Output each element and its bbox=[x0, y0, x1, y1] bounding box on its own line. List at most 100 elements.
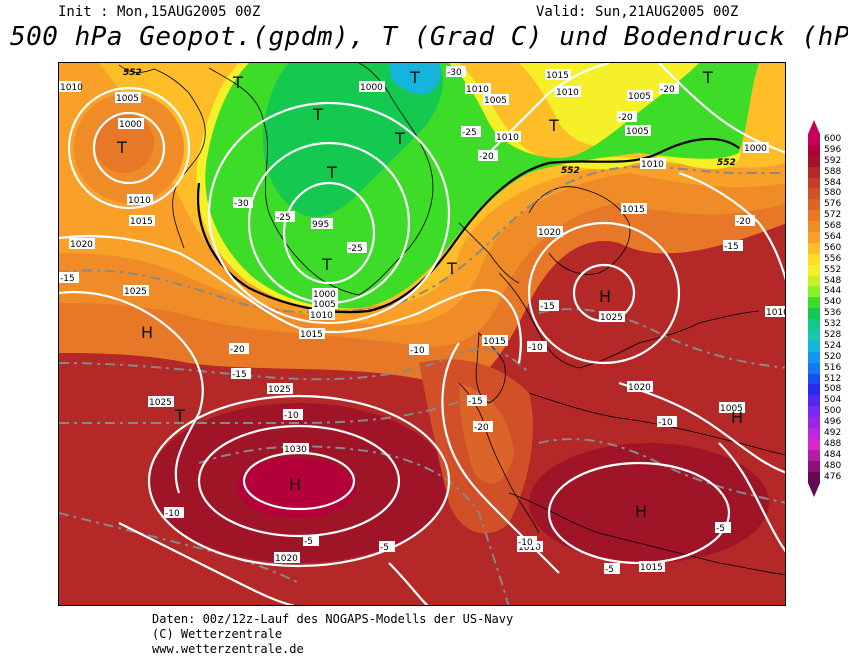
legend-value: 476 bbox=[824, 471, 842, 482]
legend-row: 496 bbox=[808, 417, 848, 429]
legend-row: 600 bbox=[808, 134, 848, 145]
pressure-label-text: 1000 bbox=[744, 144, 767, 154]
pressure-label-text: 1010 bbox=[641, 160, 664, 170]
pressure-label-text: 1010 bbox=[496, 133, 519, 143]
pressure-label: 1025 bbox=[267, 383, 293, 395]
pressure-label: 1000 bbox=[743, 142, 769, 154]
temperature-label-text: -25 bbox=[276, 213, 291, 223]
temperature-label-text: -15 bbox=[468, 397, 483, 407]
pressure-label: 1015 bbox=[621, 203, 647, 215]
legend-swatch bbox=[808, 471, 820, 483]
legend-swatch bbox=[808, 340, 820, 352]
low-symbol: T bbox=[446, 259, 457, 278]
legend-row: 544 bbox=[808, 286, 848, 298]
pressure-label-text: 1025 bbox=[600, 313, 623, 323]
valid-time: Valid: Sun,21AUG2005 00Z bbox=[536, 4, 739, 20]
temperature-label-text: -20 bbox=[660, 85, 675, 95]
footer-website[interactable]: www.wetterzentrale.de bbox=[152, 642, 304, 656]
coast-greenland-west bbox=[118, 64, 206, 249]
legend-swatch bbox=[808, 221, 820, 233]
pressure-label: 1020 bbox=[627, 381, 653, 393]
pressure-label: 1005 bbox=[312, 298, 338, 310]
legend-row: 476 bbox=[808, 471, 848, 483]
legend-swatch bbox=[808, 253, 820, 265]
legend-value: 528 bbox=[824, 330, 842, 341]
legend-swatch bbox=[808, 319, 820, 331]
pressure-label-text: 1020 bbox=[538, 228, 561, 238]
footer-data-source: Daten: 00z/12z-Lauf des NOGAPS-Modells d… bbox=[152, 612, 514, 626]
pressure-label: 1000 bbox=[359, 81, 385, 93]
temperature-label: -15 bbox=[539, 300, 559, 312]
temperature-label: -20 bbox=[478, 150, 498, 162]
legend-swatch bbox=[808, 166, 820, 178]
legend-row: 572 bbox=[808, 210, 848, 222]
legend-row: 596 bbox=[808, 144, 848, 156]
legend-value: 488 bbox=[824, 438, 842, 449]
temperature-label: -25 bbox=[275, 211, 295, 223]
legend-value: 588 bbox=[824, 166, 842, 177]
legend-swatch bbox=[808, 264, 820, 276]
chart-title: 500 hPa Geopot.(gpdm), T (Grad C) und Bo… bbox=[10, 22, 848, 52]
geopotential-552-line bbox=[197, 137, 740, 314]
temperature-label-text: -10 bbox=[284, 411, 299, 421]
legend-value: 516 bbox=[824, 362, 842, 373]
pressure-label-text: 1010 bbox=[128, 196, 151, 206]
pressure-centers: H H H H H T T T T T T T T T T T bbox=[116, 68, 743, 521]
pressure-label: 1030 bbox=[283, 443, 309, 455]
pressure-label-text: 1020 bbox=[70, 240, 93, 250]
legend-value: 592 bbox=[824, 155, 842, 166]
legend-row: 540 bbox=[808, 297, 848, 309]
temperature-label-text: -20 bbox=[230, 345, 245, 355]
temperature-label: -30 bbox=[233, 197, 253, 209]
temperature-label: -25 bbox=[461, 126, 481, 138]
legend-row: 580 bbox=[808, 188, 848, 200]
legend-value: 496 bbox=[824, 417, 842, 428]
legend-value: 548 bbox=[824, 275, 842, 286]
high-symbol: H bbox=[141, 323, 153, 342]
band-524 bbox=[389, 63, 441, 95]
footer-copyright: (C) Wetterzentrale bbox=[152, 627, 283, 641]
pressure-label-text: 1005 bbox=[313, 300, 336, 310]
temperature-label: -20 bbox=[659, 83, 679, 95]
legend-row: 536 bbox=[808, 308, 848, 320]
legend-value: 504 bbox=[824, 395, 842, 406]
temperature-label: -5 bbox=[715, 522, 731, 534]
low-symbol: T bbox=[394, 129, 405, 148]
temperature-label-text: -5 bbox=[605, 565, 614, 575]
pressure-label-text: 1000 bbox=[119, 120, 142, 130]
pressure-label: 1025 bbox=[123, 285, 149, 297]
legend-value: 576 bbox=[824, 199, 842, 210]
pressure-label: 1015 bbox=[299, 328, 325, 340]
low-symbol: T bbox=[312, 105, 323, 124]
legend-swatch bbox=[808, 384, 820, 396]
pressure-label: 1010 bbox=[765, 306, 785, 318]
temperature-label: -20 bbox=[617, 111, 637, 123]
temperature-label-text: -10 bbox=[528, 343, 543, 353]
pressure-label-text: 1020 bbox=[628, 383, 651, 393]
legend-row: 516 bbox=[808, 362, 848, 374]
geopotential-labels: 552 552 552 bbox=[123, 68, 736, 176]
weather-map: 1010 1005 1000 1010 1015 1020 1025 1025 … bbox=[58, 62, 786, 606]
legend-swatch bbox=[808, 177, 820, 189]
high-symbol: H bbox=[289, 475, 301, 494]
legend-value: 532 bbox=[824, 319, 842, 330]
legend-row: 480 bbox=[808, 460, 848, 472]
legend-swatch bbox=[808, 210, 820, 222]
temperature-label: -15 bbox=[231, 368, 251, 380]
pressure-label: 1010 bbox=[309, 309, 335, 321]
geopotential-label: 552 bbox=[717, 158, 736, 168]
legend-swatch bbox=[808, 286, 820, 298]
legend-value: 508 bbox=[824, 384, 842, 395]
pressure-label-text: 1015 bbox=[546, 71, 569, 81]
legend-row: 484 bbox=[808, 449, 848, 461]
pressure-label-text: 1005 bbox=[626, 127, 649, 137]
color-legend: 600 596 592 588 584 580 576 572 568 564 560 556 552 5… bbox=[808, 120, 848, 497]
temperature-label-text: -30 bbox=[447, 68, 462, 78]
legend-row: 560 bbox=[808, 242, 848, 254]
pressure-label-text: 1005 bbox=[720, 404, 743, 414]
legend-row: 508 bbox=[808, 384, 848, 396]
pressure-label: 1005 bbox=[483, 94, 509, 106]
temperature-label-text: -25 bbox=[348, 244, 363, 254]
band-576 bbox=[459, 383, 514, 484]
temperature-label-text: -20 bbox=[618, 113, 633, 123]
